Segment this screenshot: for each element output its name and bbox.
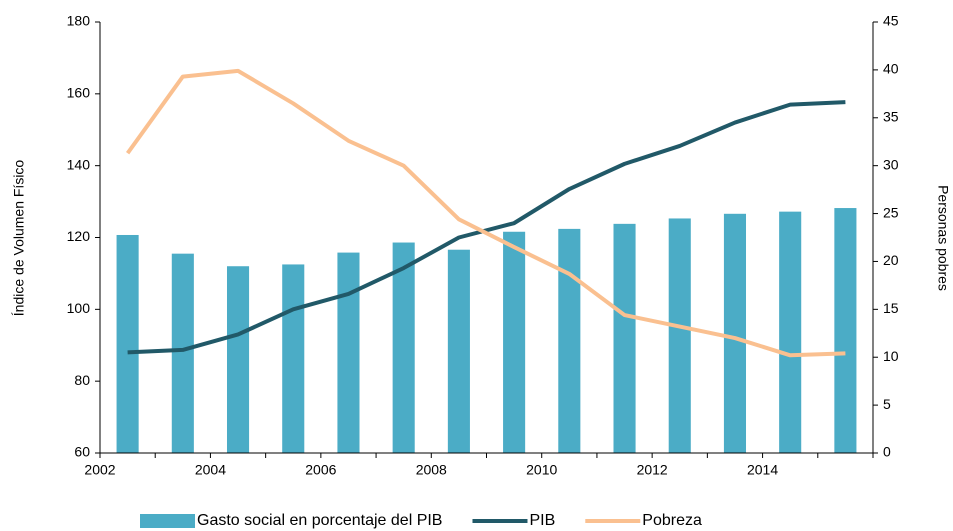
line: [127, 100, 846, 355]
bar: [834, 208, 857, 453]
bar: [337, 252, 360, 453]
y-tick-label: 140: [67, 156, 91, 172]
bar: [392, 242, 415, 453]
y2-tick-label: 40: [883, 61, 899, 77]
y2-tick-label: 0: [883, 444, 891, 460]
legend-label: PIB: [529, 512, 555, 529]
x-tick-label: 2012: [637, 462, 668, 478]
bar: [226, 266, 250, 453]
y2-tick-label: 10: [883, 348, 899, 364]
y2-tick-label: 45: [883, 13, 899, 29]
y-tick-label: 120: [67, 228, 91, 244]
x-tick-label: 2002: [84, 462, 115, 478]
y2-tick-label: 25: [883, 204, 899, 220]
bar: [282, 264, 305, 453]
y-axis-label: Índice de Volumen Físico: [11, 160, 27, 317]
bar: [447, 249, 470, 453]
x-tick-label: 2014: [747, 462, 778, 478]
y-tick-label: 80: [74, 372, 90, 388]
y2-tick-label: 5: [883, 396, 891, 412]
y-tick-label: 100: [67, 300, 91, 316]
y2-tick-label: 20: [883, 252, 899, 268]
y-tick-label: 160: [67, 85, 91, 101]
x-tick-label: 2010: [526, 462, 557, 478]
bar: [668, 218, 691, 453]
x-tick-label: 2006: [305, 462, 336, 478]
y2-axis-label: Personas pobres: [935, 185, 951, 291]
legend-label: Pobreza: [642, 512, 702, 529]
legend-swatch: [140, 514, 195, 528]
bar: [503, 231, 526, 453]
legend-label: Gasto social en porcentaje del PIB: [197, 512, 442, 529]
y2-tick-label: 15: [883, 300, 899, 316]
bar: [723, 213, 747, 453]
bar: [558, 228, 581, 453]
y-tick-label: 60: [74, 444, 90, 460]
bar: [613, 223, 636, 453]
x-tick-label: 2008: [416, 462, 447, 478]
y-tick-label: 180: [67, 13, 91, 29]
y2-tick-label: 30: [883, 156, 899, 172]
x-tick-label: 2004: [195, 462, 226, 478]
bar: [779, 211, 802, 453]
line: [125, 68, 846, 358]
bar: [116, 234, 139, 453]
bar: [171, 253, 194, 453]
y2-tick-label: 35: [883, 108, 899, 124]
